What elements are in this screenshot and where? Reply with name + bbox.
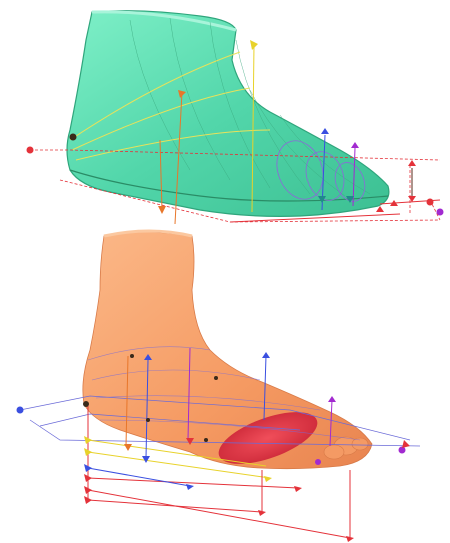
marker-purple-toe-foot xyxy=(398,446,406,454)
shoe-last-top-cut xyxy=(91,10,237,32)
marker-yellow-l2 xyxy=(84,448,92,456)
marker-purple-top xyxy=(328,396,336,402)
foot-dimension-arrows xyxy=(87,347,351,539)
marker-dark-mid-3 xyxy=(214,376,218,380)
marker-red-toe xyxy=(426,198,434,206)
marker-blue-r1 xyxy=(186,484,194,490)
marker-red-r2 xyxy=(346,536,354,542)
last-forefoot-girths xyxy=(276,140,366,202)
marker-red-bot-1 xyxy=(186,438,194,445)
marker-dark-mid-1 xyxy=(146,418,150,422)
last-contour-lines xyxy=(129,17,371,197)
marker-dark-mid-2 xyxy=(204,438,208,442)
marker-dark-heel-foot xyxy=(83,401,89,407)
marker-blue-l1 xyxy=(84,464,92,472)
marker-red-base xyxy=(376,206,384,212)
marker-red-l1 xyxy=(84,474,92,482)
foot-contour-lines xyxy=(87,346,361,441)
marker-teal-1 xyxy=(318,196,326,203)
marker-blue-heel xyxy=(16,406,24,414)
marker-blue-top-1 xyxy=(144,354,152,360)
shoe-last-body xyxy=(66,10,390,217)
last-girth-curves xyxy=(69,51,271,161)
marker-orange-mid xyxy=(124,444,132,451)
foot-toes xyxy=(323,436,369,460)
foot-scan-top-cut xyxy=(103,229,193,238)
shoe-last-model xyxy=(26,10,444,225)
marker-purple-1 xyxy=(351,142,359,148)
marker-yellow-r1 xyxy=(264,476,272,482)
marker-orange-1 xyxy=(178,90,186,98)
marker-blue-top-2 xyxy=(262,352,270,358)
last-markers xyxy=(26,40,444,216)
marker-red-vert xyxy=(408,160,416,166)
marker-dark-heel xyxy=(69,133,77,141)
marker-red-toe-foot xyxy=(402,440,410,448)
foot-markers xyxy=(16,352,410,542)
plantar-pressure-highlight xyxy=(218,412,318,464)
foot-scan-body xyxy=(82,231,373,470)
marker-red-l2 xyxy=(84,486,92,494)
marker-yellow-l1 xyxy=(84,436,92,444)
marker-orange-2 xyxy=(158,206,166,214)
marker-red-base2 xyxy=(390,200,398,206)
marker-red-heel xyxy=(26,146,34,154)
marker-red-r1 xyxy=(258,510,266,516)
foot-baseline-box xyxy=(19,395,421,447)
marker-dark-mid-4 xyxy=(130,354,134,358)
marker-teal-2 xyxy=(346,196,354,203)
marker-yellow-top xyxy=(250,40,258,50)
marker-purple-toe xyxy=(436,208,444,216)
foot-scan-model xyxy=(16,229,421,542)
marker-blue-1 xyxy=(321,128,329,134)
marker-purple-forefoot xyxy=(315,459,321,465)
marker-blue-bot-1 xyxy=(142,456,150,463)
marker-red-r3 xyxy=(294,486,302,492)
marker-red-vert2 xyxy=(408,196,416,202)
marker-red-l3 xyxy=(84,496,92,504)
